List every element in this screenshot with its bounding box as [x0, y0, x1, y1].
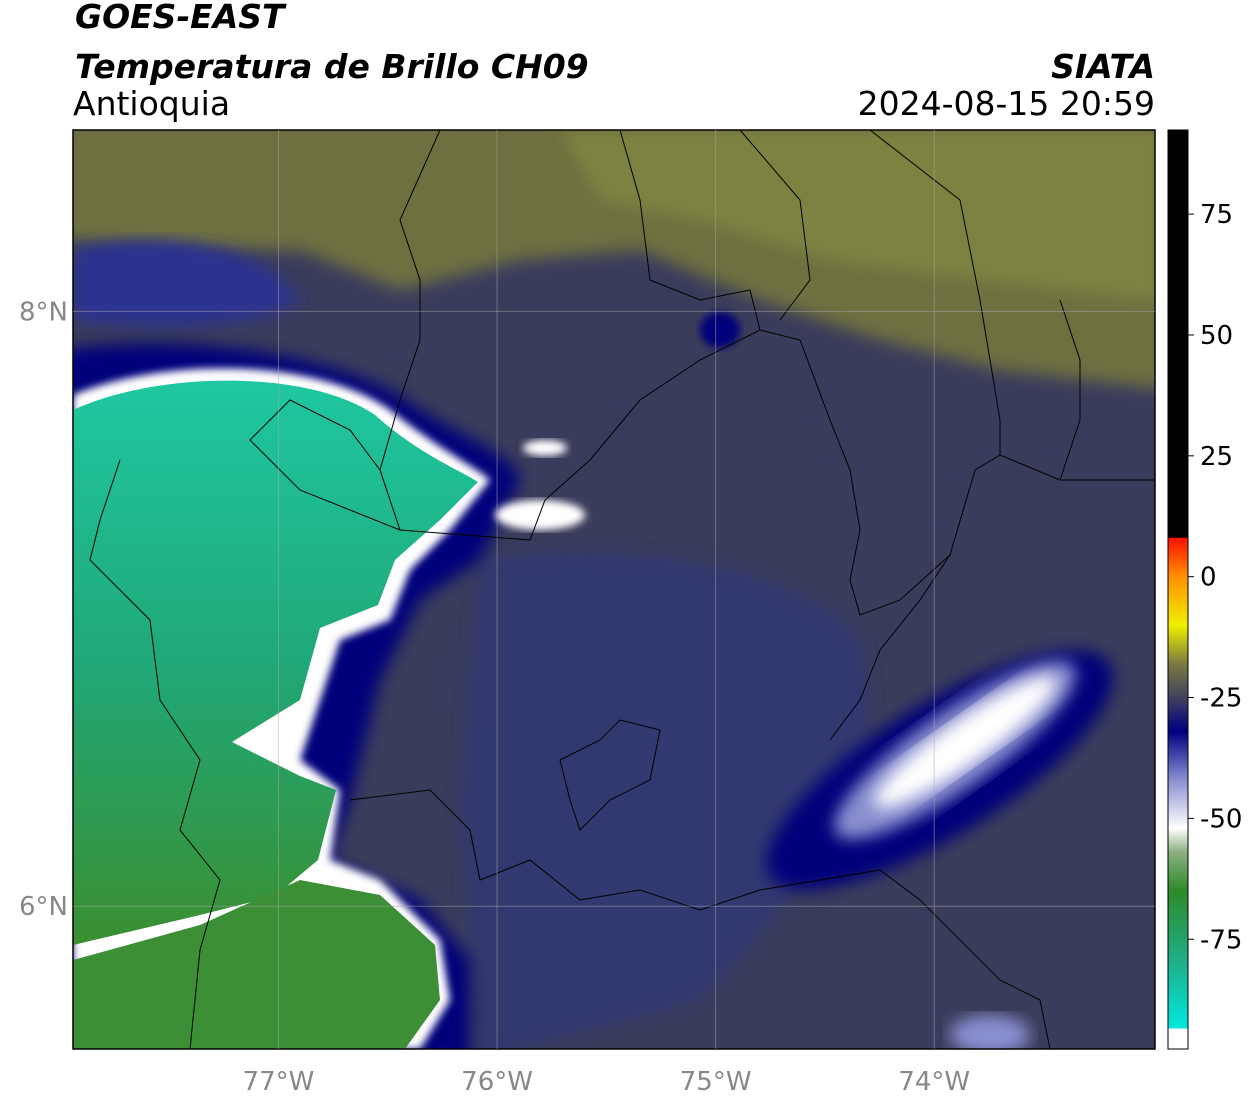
region: Antioquia [73, 84, 230, 123]
title-product: Temperatura de Brillo CH09 [75, 47, 589, 86]
colorbar-tick-label: -25 [1200, 684, 1242, 714]
y-tick-label: 6°N [19, 892, 68, 922]
colorbar-tick-label: 50 [1200, 321, 1233, 351]
x-tick-label: 74°W [898, 1067, 970, 1097]
agency: SIATA [1051, 47, 1155, 86]
title-satellite: GOES-EAST [75, 0, 287, 36]
colorbar-tick-label: -50 [1200, 804, 1242, 834]
datetime: 2024-08-15 20:59 [858, 84, 1155, 123]
colorbar-tick-label: -75 [1200, 925, 1242, 955]
colorbar-scale [1167, 129, 1189, 1050]
map-image [73, 130, 1155, 1049]
y-tick-label: 8°N [19, 297, 68, 327]
x-tick-label: 77°W [243, 1067, 315, 1097]
x-tick-label: 76°W [461, 1067, 533, 1097]
colorbar-tick-label: 75 [1200, 200, 1233, 230]
colorbar: -75 -50 -25 0 25 50 75 [1167, 129, 1242, 1050]
colorbar-tick-label: 25 [1200, 442, 1233, 472]
x-tick-label: 75°W [680, 1067, 752, 1097]
grid: 77°W 76°W 75°W 74°W 8°N 6°N [19, 130, 1155, 1097]
map-frame [72, 129, 1156, 1050]
colorbar-tick-label: 0 [1200, 563, 1217, 593]
